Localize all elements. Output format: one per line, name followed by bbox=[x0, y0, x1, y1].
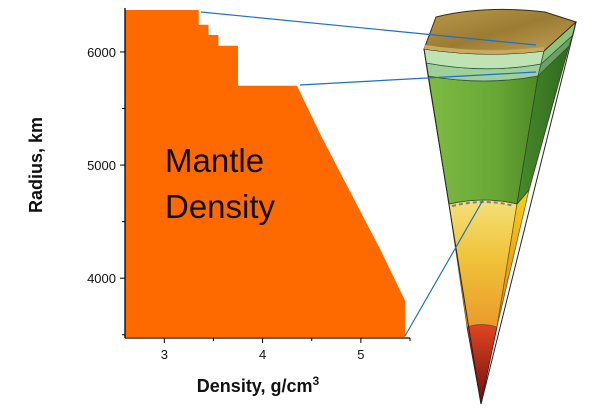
x-axis-title-superscript: 3 bbox=[313, 374, 320, 388]
inner-core bbox=[466, 324, 498, 405]
wedge-outline bbox=[423, 21, 577, 405]
y-axis-title: Radius, km bbox=[26, 117, 46, 213]
outer-core-front bbox=[448, 199, 518, 328]
x-tick-label: 5 bbox=[357, 347, 364, 362]
density-area bbox=[125, 10, 406, 337]
earth-wedge-illustration bbox=[423, 8, 577, 405]
annotation-line-2: Density bbox=[165, 188, 276, 225]
x-tick-label: 4 bbox=[259, 347, 266, 362]
x-axis-title: Density, g/cm3 bbox=[197, 374, 320, 396]
x-tick-label: 3 bbox=[161, 347, 168, 362]
y-tick-label: 4000 bbox=[87, 271, 116, 286]
area-layer bbox=[125, 10, 406, 337]
leader-lines bbox=[200, 11, 537, 337]
leader-line-surface bbox=[200, 11, 537, 46]
crust-layer bbox=[424, 45, 544, 55]
y-tick-label: 6000 bbox=[87, 45, 116, 60]
core-mantle-boundary bbox=[451, 201, 515, 207]
x-axis-title-text: Density, g/cm bbox=[197, 376, 313, 396]
leader-line-660 bbox=[299, 71, 537, 86]
annotation-line-1: Mantle bbox=[165, 142, 264, 179]
leader-line-cmb bbox=[404, 199, 484, 337]
ticks-layer: 4000 5000 6000 3 4 5 bbox=[87, 45, 411, 362]
y-tick-label: 5000 bbox=[87, 158, 116, 173]
